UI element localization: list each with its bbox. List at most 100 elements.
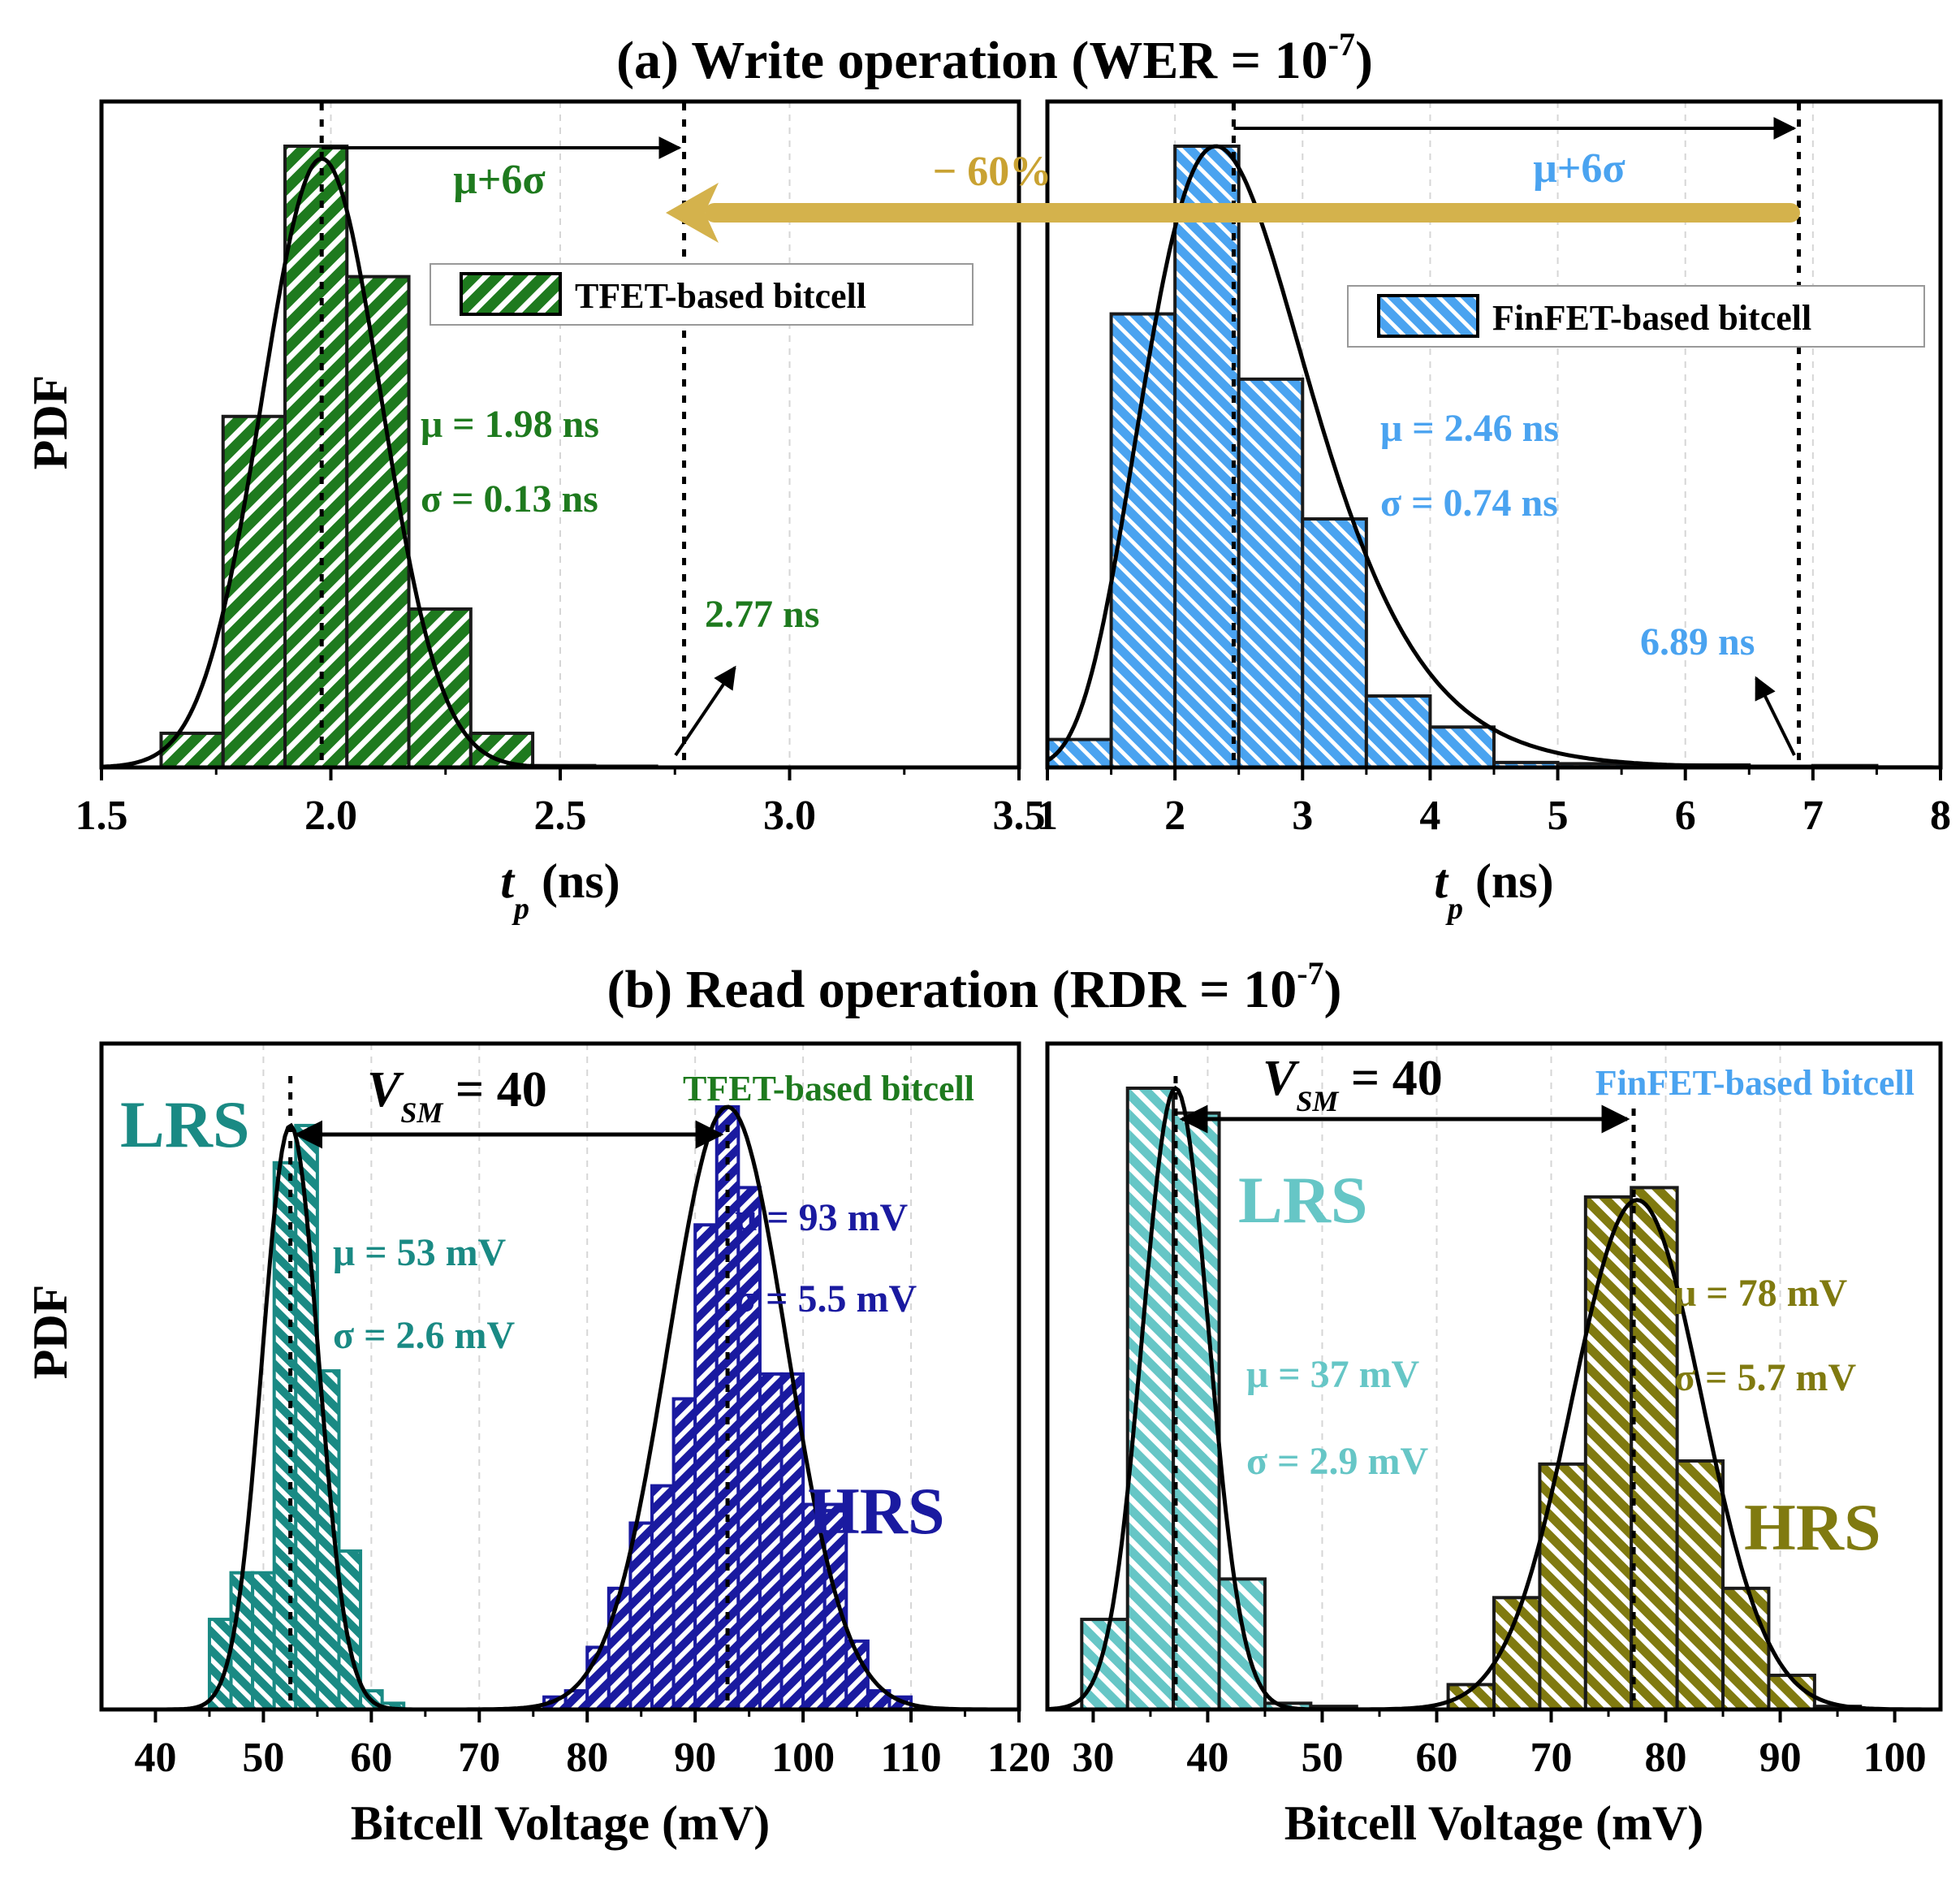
histogram-bar <box>345 274 411 769</box>
histogram-bar <box>1428 725 1496 770</box>
axis-frame <box>99 1041 1021 1712</box>
hrs-histogram-bar <box>1675 1459 1725 1711</box>
chart-a-left: μ+6σ TFET-based bitcell μ = 1.98 ns σ = 0.1… <box>76 99 1046 926</box>
x-tick-label: 60 <box>1415 1735 1457 1781</box>
hrs-histogram-bar <box>628 1521 654 1711</box>
legend-swatch <box>460 272 562 316</box>
mu6sigma-label: μ+6σ <box>453 157 545 203</box>
reduction-label: − 60% <box>933 149 1052 195</box>
hrs-histogram-bar <box>693 1223 719 1712</box>
hrs-histogram-bar <box>1630 1186 1679 1711</box>
mu6sigma-pointer <box>1755 676 1796 756</box>
x-tick-label: 3.0 <box>763 793 816 839</box>
x-tick-label: 100 <box>1863 1735 1927 1781</box>
x-axis-symbol: t <box>1434 854 1449 908</box>
hrs-histogram-bar <box>822 1502 848 1712</box>
lrs-histogram-bar <box>1125 1087 1176 1711</box>
hrs-histogram-bar <box>758 1372 784 1712</box>
vsm-label: VSM = 40 <box>1263 1051 1443 1117</box>
sigma-label: σ = 0.13 ns <box>421 478 598 521</box>
vsm-subscript: SM <box>1296 1085 1340 1117</box>
x-tick-label: 50 <box>242 1735 284 1781</box>
histogram-bar <box>1237 377 1305 769</box>
x-tick-label: 1 <box>1037 793 1058 839</box>
lrs-histogram-bar <box>272 1160 298 1712</box>
hrs-mean-label: μ = 93 mV <box>735 1196 909 1239</box>
x-tick-label: 3 <box>1292 793 1313 839</box>
panel-a-title-text: (a) Write operation (WER = 10 <box>616 31 1328 90</box>
hrs-histogram-bar <box>607 1586 632 1711</box>
lrs-sigma-label: σ = 2.6 mV <box>333 1314 515 1357</box>
mean-label: μ = 2.46 ns <box>1380 407 1559 450</box>
x-axis-title: Bitcell Voltage (mV) <box>351 1796 771 1850</box>
panel-a-title: (a) Write operation (WER = 10-7) <box>616 26 1373 90</box>
lrs-histogram-bar <box>1080 1618 1129 1711</box>
x-axis-subscript: p <box>1445 892 1463 926</box>
x-tick-label: 8 <box>1930 793 1951 839</box>
x-tick-label: 7 <box>1802 793 1824 839</box>
hrs-label: HRS <box>808 1474 945 1548</box>
hrs-sigma-label: σ = 5.5 mV <box>735 1277 917 1320</box>
hrs-sigma-label: σ = 5.7 mV <box>1674 1356 1856 1399</box>
x-tick-label: 100 <box>771 1735 835 1781</box>
x-tick-label: 30 <box>1072 1735 1114 1781</box>
histogram-bar <box>1364 694 1432 770</box>
x-axis-subscript: p <box>512 892 529 926</box>
x-axis-symbol: t <box>500 854 516 908</box>
x-tick-label: 120 <box>987 1735 1051 1781</box>
lrs-histogram-bar <box>337 1549 363 1712</box>
hrs-mean-label: μ = 78 mV <box>1674 1272 1848 1315</box>
panel-a-title-exp: -7 <box>1328 26 1355 63</box>
hrs-histogram-bar <box>671 1397 697 1711</box>
x-axis-unit: (ns) <box>529 854 620 908</box>
x-tick-label: 2 <box>1164 793 1185 839</box>
x-tick-label: 2.0 <box>304 793 357 839</box>
x-tick-label: 1.5 <box>76 793 128 839</box>
panel-b-title-exp: -7 <box>1297 955 1323 992</box>
x-tick-label: 5 <box>1548 793 1569 839</box>
vsm-value: = 40 <box>443 1062 546 1117</box>
hrs-histogram-bar <box>736 1186 762 1711</box>
mu6sigma-value: 6.89 ns <box>1640 620 1755 663</box>
hrs-histogram-bar <box>650 1484 676 1711</box>
y-axis-label-b: PDF <box>24 1285 77 1380</box>
lrs-mean-label: μ = 37 mV <box>1246 1353 1420 1396</box>
legend-label: FinFET-based bitcell <box>1492 298 1811 338</box>
x-tick-label: 40 <box>134 1735 176 1781</box>
vsm-label: VSM = 40 <box>367 1062 547 1129</box>
x-axis-title: tp (ns) <box>1434 854 1553 926</box>
x-tick-label: 60 <box>350 1735 392 1781</box>
histogram-bar <box>159 731 225 769</box>
x-tick-label: 70 <box>1530 1735 1573 1781</box>
legend-swatch <box>1377 294 1479 338</box>
x-axis-title: tp (ns) <box>500 854 620 926</box>
sigma-label: σ = 0.74 ns <box>1380 482 1558 525</box>
vsm-subscript: SM <box>400 1096 444 1129</box>
x-tick-label: 90 <box>674 1735 716 1781</box>
legend-label: TFET-based bitcell <box>575 276 866 316</box>
lrs-histogram-bar <box>1217 1577 1267 1711</box>
lrs-label: LRS <box>120 1087 250 1161</box>
vsm-symbol: V <box>367 1062 404 1117</box>
panel-b-title: (b) Read operation (RDR = 10-7) <box>607 955 1341 1019</box>
corner-label: TFET-based bitcell <box>683 1069 974 1109</box>
histogram-bar <box>221 414 287 770</box>
lrs-histogram-bar <box>1172 1111 1221 1711</box>
mu6sigma-value: 2.77 ns <box>705 593 819 636</box>
x-axis-title: Bitcell Voltage (mV) <box>1284 1796 1704 1850</box>
chart-b-right: VSM = 40 FinFET-based bitcell LRS HRS μ = 37… <box>1045 1041 1943 1850</box>
x-tick-label: 90 <box>1759 1735 1802 1781</box>
histogram-bar <box>407 607 473 769</box>
reduction-arrow-head <box>666 183 719 243</box>
panel-b-title-text: (b) Read operation (RDR = 10 <box>607 960 1297 1019</box>
x-tick-label: 2.5 <box>534 793 587 839</box>
histogram-bar <box>283 145 349 769</box>
corner-label: FinFET-based bitcell <box>1595 1063 1915 1103</box>
x-tick-label: 50 <box>1301 1735 1343 1781</box>
mean-label: μ = 1.98 ns <box>421 403 599 446</box>
x-tick-label: 70 <box>458 1735 500 1781</box>
chart-a-right: μ+6σ FinFET-based bitcell μ = 2.46 ns σ = 0… <box>1037 99 1951 926</box>
vsm-symbol: V <box>1263 1051 1300 1106</box>
lrs-label: LRS <box>1238 1163 1368 1237</box>
